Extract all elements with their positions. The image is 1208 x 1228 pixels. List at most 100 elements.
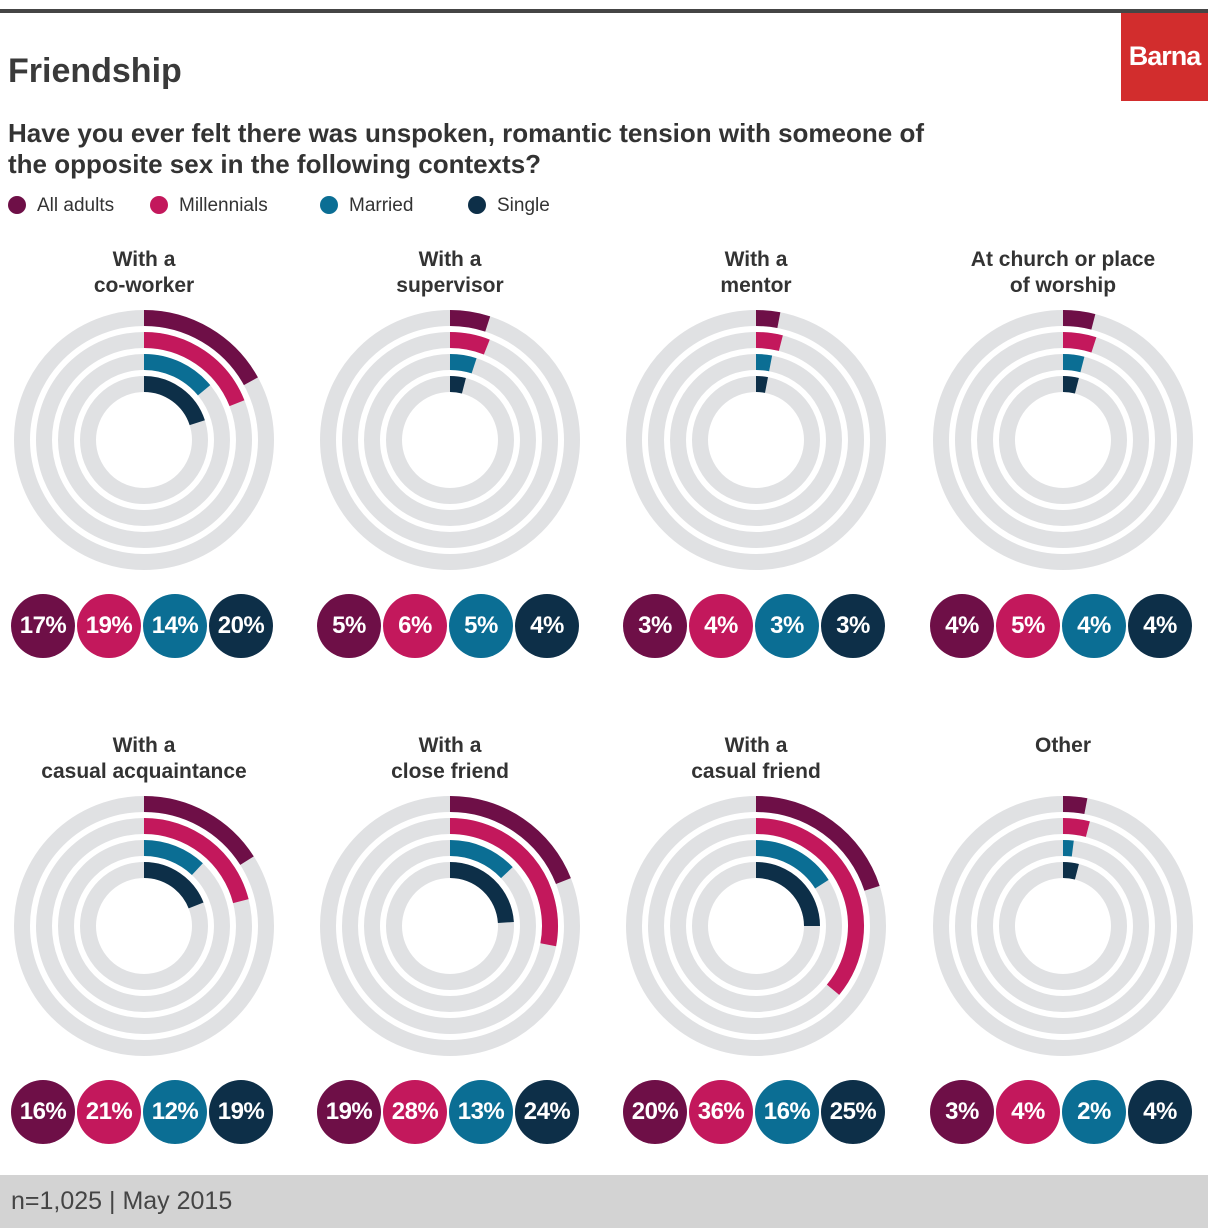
chart-panel: With a close friend 19% 28% 13% 24% — [315, 733, 585, 1153]
panel-title: With a close friend — [391, 734, 509, 783]
arc-married — [143, 354, 211, 396]
value-badge-millennials: 4% — [689, 594, 753, 658]
radial-chart — [320, 796, 580, 1056]
arc-single — [1062, 376, 1079, 394]
legend-swatch — [320, 196, 338, 214]
value-badge-all-adults: 16% — [11, 1080, 75, 1144]
ring-track — [386, 376, 514, 504]
ring-track — [999, 376, 1127, 504]
value-badge-millennials: 36% — [689, 1080, 753, 1144]
arc-single — [755, 862, 820, 927]
arc-all-adults — [143, 310, 258, 386]
panel-title: At church or place of worship — [970, 248, 1156, 297]
arc-millennials — [143, 818, 249, 904]
chart-panel: With a mentor 3% 4% 3% 3% — [621, 247, 891, 667]
legend-label: All adults — [37, 195, 115, 216]
legend-swatch — [8, 196, 26, 214]
arc-single — [143, 862, 204, 909]
value-badge-single: 24% — [515, 1080, 579, 1144]
panel-title: With a casual friend — [691, 734, 821, 783]
value-badge-millennials: 21% — [77, 1080, 141, 1144]
arc-all-adults — [755, 310, 781, 329]
chart-panel: With a co-worker 17% 19% 14% 20% — [9, 247, 279, 667]
arc-married — [1062, 840, 1074, 857]
arc-all-adults — [143, 796, 254, 866]
radial-chart — [14, 310, 274, 570]
value-badge-all-adults: 17% — [11, 594, 75, 658]
value-badge-married: 16% — [755, 1080, 819, 1144]
value-badge-single: 4% — [515, 594, 579, 658]
legend-swatch — [468, 196, 486, 214]
arc-millennials — [1062, 818, 1090, 837]
value-badge-married: 13% — [449, 1080, 513, 1144]
legend-item-millennials: Millennials — [150, 194, 268, 218]
radial-chart — [626, 796, 886, 1056]
value-badge-all-adults: 20% — [623, 1080, 687, 1144]
value-badge-single: 4% — [1128, 1080, 1192, 1144]
value-badge-millennials: 5% — [996, 594, 1060, 658]
ring-track — [999, 862, 1127, 990]
arc-single — [755, 375, 768, 393]
legend-item-all-adults: All adults — [8, 194, 114, 218]
page-title: Friendship — [8, 52, 182, 90]
arc-all-adults — [449, 310, 491, 332]
value-badge-single: 3% — [821, 594, 885, 658]
value-badge-married: 4% — [1062, 594, 1126, 658]
value-badge-single: 20% — [209, 594, 273, 658]
arc-married — [449, 840, 513, 879]
value-badge-married: 12% — [143, 1080, 207, 1144]
arc-all-adults — [449, 796, 571, 885]
survey-question: Have you ever felt there was unspoken, r… — [8, 118, 924, 179]
value-badge-all-adults: 4% — [930, 594, 994, 658]
arc-single — [449, 862, 514, 924]
legend-swatch — [150, 196, 168, 214]
arc-single — [143, 376, 205, 426]
footer-note: n=1,025 | May 2015 — [11, 1187, 233, 1215]
arc-married — [143, 840, 203, 876]
arc-married — [1062, 354, 1085, 373]
value-badge-married: 5% — [449, 594, 513, 658]
arc-married — [755, 840, 829, 889]
chart-panel: With a casual friend 20% 36% 16% 25% — [621, 733, 891, 1153]
chart-panel: With a supervisor 5% 6% 5% 4% — [315, 247, 585, 667]
value-badge-single: 19% — [209, 1080, 273, 1144]
value-badge-married: 2% — [1062, 1080, 1126, 1144]
arc-all-adults — [1062, 310, 1096, 330]
top-rule — [0, 9, 1208, 13]
radial-chart — [320, 310, 580, 570]
panel-title: Other — [1034, 734, 1091, 757]
legend-item-married: Married — [320, 194, 413, 218]
value-badge-millennials: 28% — [383, 1080, 447, 1144]
value-badge-millennials: 19% — [77, 594, 141, 658]
arc-millennials — [449, 818, 558, 947]
arc-married — [755, 353, 773, 372]
arc-married — [449, 354, 477, 374]
arc-all-adults — [1062, 796, 1088, 815]
chart-panel: With a casual acquaintance 16% 21% 12% 19% — [9, 733, 279, 1153]
arc-millennials — [143, 332, 245, 407]
arc-single — [449, 376, 466, 394]
arc-millennials — [449, 332, 490, 355]
radial-chart — [933, 310, 1193, 570]
legend-label: Millennials — [179, 195, 268, 216]
panel-title: With a mentor — [720, 248, 792, 297]
chart-panel: At church or place of worship 4% 5% 4% 4% — [928, 247, 1198, 667]
arc-millennials — [755, 332, 783, 351]
arc-millennials — [755, 818, 864, 995]
legend-label: Married — [349, 195, 414, 216]
value-badge-single: 25% — [821, 1080, 885, 1144]
footer-bar: n=1,025 | May 2015 — [0, 1175, 1208, 1228]
panel-title: With a supervisor — [396, 248, 504, 297]
value-badge-millennials: 4% — [996, 1080, 1060, 1144]
ring-track — [692, 376, 820, 504]
arc-millennials — [1062, 332, 1097, 353]
arc-single — [1062, 862, 1079, 880]
value-badge-all-adults: 19% — [317, 1080, 381, 1144]
radial-chart — [14, 796, 274, 1056]
panel-title: With a co-worker — [93, 248, 195, 297]
chart-panel: Other 3% 4% 2% 4% — [928, 733, 1198, 1153]
radial-chart — [626, 310, 886, 570]
radial-chart — [933, 796, 1193, 1056]
value-badge-all-adults: 3% — [623, 594, 687, 658]
value-badge-single: 4% — [1128, 594, 1192, 658]
